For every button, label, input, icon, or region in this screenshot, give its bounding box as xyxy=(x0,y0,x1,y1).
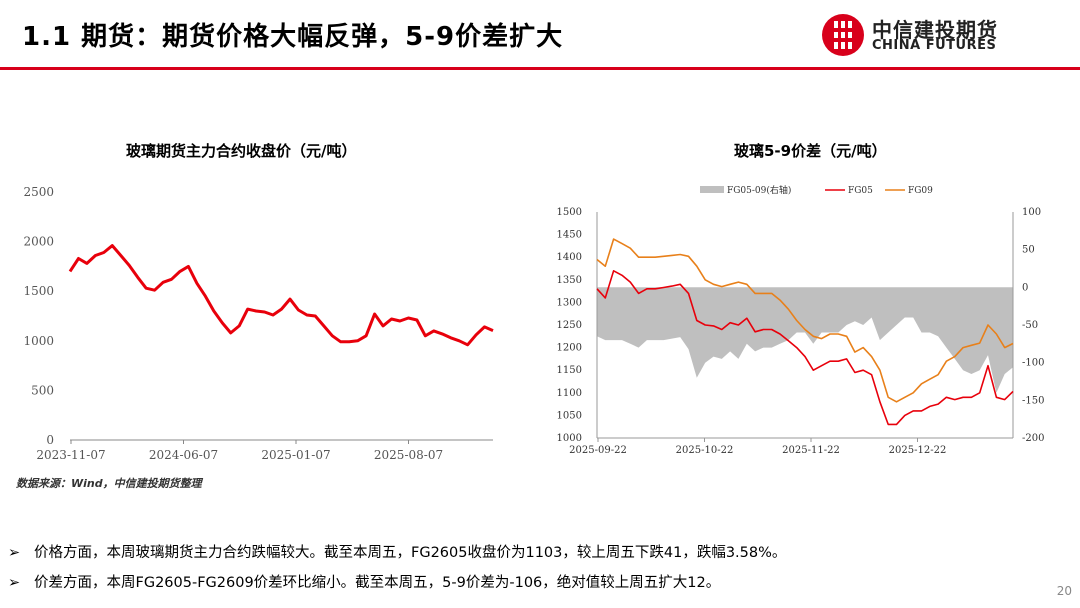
y-tick-label: 500 xyxy=(31,383,54,397)
y-tick-label: 1000 xyxy=(557,433,582,444)
data-source-note: 数据来源：Wind，中信建投期货整理 xyxy=(16,477,202,490)
y-tick-label: 2000 xyxy=(23,235,54,249)
right-chart-title: 玻璃5-9价差（元/吨） xyxy=(734,142,887,160)
x-tick-label: 2025-12-22 xyxy=(889,445,947,456)
y-tick-label: 1000 xyxy=(23,334,54,348)
legend-spread-label: FG05-09(右轴) xyxy=(727,184,791,196)
y2-tick-label: -200 xyxy=(1022,433,1044,444)
y-tick-label: 2500 xyxy=(23,185,54,199)
bullet-spread: ➢ 价差方面，本周FG2605-FG2609价差环比缩小。截至本周五，5-9价差为… xyxy=(8,571,720,592)
y-tick-label: 1400 xyxy=(557,252,582,263)
bullet-arrow-icon: ➢ xyxy=(8,545,21,561)
bullet-price-text: 价格方面，本周玻璃期货主力合约跌幅较大。截至本周五，FG2605收盘价为1103… xyxy=(34,545,787,561)
y-tick-label: 1500 xyxy=(23,284,54,298)
page-title: 1.1 期货：期货价格大幅反弹，5-9价差扩大 xyxy=(22,22,564,52)
y-tick-label: 1450 xyxy=(557,230,582,241)
y-tick-label: 1300 xyxy=(557,297,582,308)
legend-fg05-label: FG05 xyxy=(848,186,873,196)
fg09-series-line xyxy=(596,238,1014,403)
y2-tick-label: -150 xyxy=(1022,395,1044,406)
spread-area xyxy=(597,287,1013,393)
y-tick-label: 1250 xyxy=(557,320,582,331)
y2-tick-label: 50 xyxy=(1022,245,1035,256)
x-tick-label: 2025-08-07 xyxy=(374,448,443,462)
y2-tick-label: -50 xyxy=(1022,320,1038,331)
left-chart-title: 玻璃期货主力合约收盘价（元/吨） xyxy=(126,142,357,160)
y-tick-label: 1050 xyxy=(557,410,582,421)
x-tick-label: 2025-11-22 xyxy=(782,445,840,456)
right-spread-chart: FG05-09(右轴) FG05 FG09100010501100115012001… xyxy=(557,184,1045,456)
company-logo: 中信建投期货 CHINA FUTURES xyxy=(820,12,1020,58)
price-series-line xyxy=(68,244,494,347)
logo-english-text: CHINA FUTURES xyxy=(872,38,997,53)
y-tick-label: 0 xyxy=(46,433,54,447)
page-number: 20 xyxy=(1056,584,1072,598)
bullet-spread-text: 价差方面，本周FG2605-FG2609价差环比缩小。截至本周五，5-9价差为-… xyxy=(34,575,721,591)
y-tick-label: 1500 xyxy=(557,207,582,218)
fg05-series-line xyxy=(596,270,1014,426)
x-tick-label: 2024-06-07 xyxy=(149,448,218,462)
y2-tick-label: -100 xyxy=(1022,358,1044,369)
y-tick-label: 1350 xyxy=(557,275,582,286)
legend-fg09-label: FG09 xyxy=(908,186,933,196)
y2-tick-label: 0 xyxy=(1022,282,1028,293)
y-tick-label: 1150 xyxy=(557,365,582,376)
y-tick-label: 1100 xyxy=(557,388,582,399)
y-tick-label: 1200 xyxy=(557,343,582,354)
x-tick-label: 2023-11-07 xyxy=(36,448,105,462)
bullet-arrow-icon: ➢ xyxy=(8,575,21,591)
x-tick-label: 2025-01-07 xyxy=(261,448,330,462)
bullet-price: ➢ 价格方面，本周玻璃期货主力合约跌幅较大。截至本周五，FG2605收盘价为110… xyxy=(8,541,786,562)
legend-spread-swatch xyxy=(700,186,724,193)
logo-chinese-text: 中信建投期货 xyxy=(872,18,998,42)
x-tick-label: 2025-10-22 xyxy=(676,445,734,456)
citic-logo-icon xyxy=(822,14,864,56)
header-divider xyxy=(0,67,1080,70)
left-price-chart: 0 500 1000 1500 2000 2500 2023-11-07 2024-06-07… xyxy=(23,185,494,462)
y2-tick-label: 100 xyxy=(1022,207,1041,218)
x-tick-label: 2025-09-22 xyxy=(569,445,627,456)
